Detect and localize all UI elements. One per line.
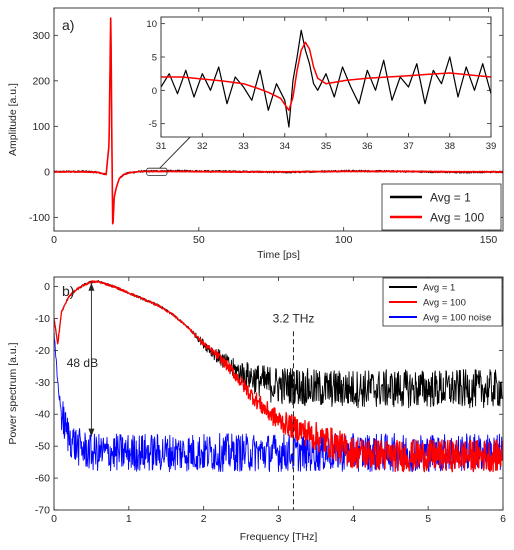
- x-axis-label: Frequency [THz]: [240, 531, 318, 543]
- axes-frame: [160, 16, 492, 138]
- zoom-region-box: [146, 167, 168, 176]
- y-tick-label: -70: [35, 505, 50, 517]
- x-tick-label: 33: [238, 141, 249, 152]
- y-axis-label: Power spectrum [a.u.]: [7, 342, 19, 444]
- y-tick-label: -5: [149, 119, 157, 130]
- db-arrow-head-bottom: [88, 428, 95, 437]
- y-tick-label: 5: [152, 53, 157, 64]
- panel-b: 0 1 2 3 4 5 6 0 -10 -20 -30 -40 -50 -60 -70 48 dB 3.2 TH…: [7, 276, 506, 543]
- annotation-3-2-thz: 3.2 THz: [273, 311, 315, 325]
- x-axis-label: Time [ps]: [257, 249, 300, 261]
- x-tick-label: 150: [480, 234, 498, 246]
- x-tick-label: 32: [197, 141, 208, 152]
- legend-label: Avg = 100: [430, 211, 484, 225]
- x-tick-label: 50: [193, 234, 205, 246]
- inset-series-line-avg-100: [161, 41, 491, 112]
- y-tick-label: -50: [35, 441, 50, 453]
- x-tick-label: 31: [156, 141, 167, 152]
- x-tick-label: 4: [350, 513, 356, 525]
- x-tick-label: 1: [126, 513, 132, 525]
- annotation-48db: 48 dB: [67, 356, 98, 370]
- y-tick-label: -40: [35, 409, 50, 421]
- y-tick-label: 0: [44, 281, 50, 293]
- inset-panel: 31 32 33 34 35 36 37 38 39 -5 0 5 10: [146, 16, 497, 152]
- y-tick-label: -10: [35, 313, 50, 325]
- series-group: [54, 17, 503, 225]
- y-tick-label: 100: [32, 121, 50, 133]
- legend-box: [381, 183, 502, 231]
- y-tick-label: -30: [35, 377, 50, 389]
- panel-label: b): [62, 283, 74, 299]
- y-tick-label: 200: [32, 75, 50, 87]
- x-tick-label: 6: [500, 513, 506, 525]
- y-tick-label: 0: [44, 166, 50, 178]
- x-tick-label: 3: [276, 513, 282, 525]
- legend-label: Avg = 1: [430, 191, 471, 205]
- y-tick-label: 10: [146, 19, 157, 30]
- axes-frame: [53, 7, 504, 232]
- spectrum-line-avg-100: [54, 280, 503, 473]
- series-group: [161, 29, 491, 128]
- legend-label: Avg = 1: [423, 283, 455, 294]
- x-tick-label: 34: [279, 141, 290, 152]
- x-tick-label: 0: [51, 513, 57, 525]
- x-tick-label: 5: [425, 513, 431, 525]
- plot-area: [161, 17, 491, 137]
- axes-frame: [53, 276, 504, 511]
- y-tick-label: 300: [32, 30, 50, 42]
- y-axis-label: Amplitude [a.u.]: [7, 83, 19, 156]
- x-tick-label: 36: [362, 141, 373, 152]
- panel-label: a): [62, 17, 74, 33]
- x-tick-label: 100: [335, 234, 353, 246]
- x-tick-label: 35: [321, 141, 332, 152]
- legend-label: Avg = 100 noise: [423, 313, 491, 324]
- db-arrow-head-top: [88, 282, 95, 291]
- series-line-avg-100: [54, 17, 503, 225]
- y-tick-label: -100: [29, 212, 50, 224]
- x-tick-label: 0: [51, 234, 57, 246]
- y-tick-label: 0: [152, 86, 157, 97]
- series-group: [54, 280, 503, 473]
- y-tick-label: -20: [35, 345, 50, 357]
- x-tick-label: 39: [486, 141, 497, 152]
- legend-label: Avg = 100: [423, 298, 466, 309]
- x-tick-label: 38: [444, 141, 455, 152]
- inset-series-line-avg-1: [161, 29, 491, 128]
- x-tick-label: 2: [201, 513, 207, 525]
- x-tick-label: 37: [403, 141, 414, 152]
- y-tick-label: -60: [35, 473, 50, 485]
